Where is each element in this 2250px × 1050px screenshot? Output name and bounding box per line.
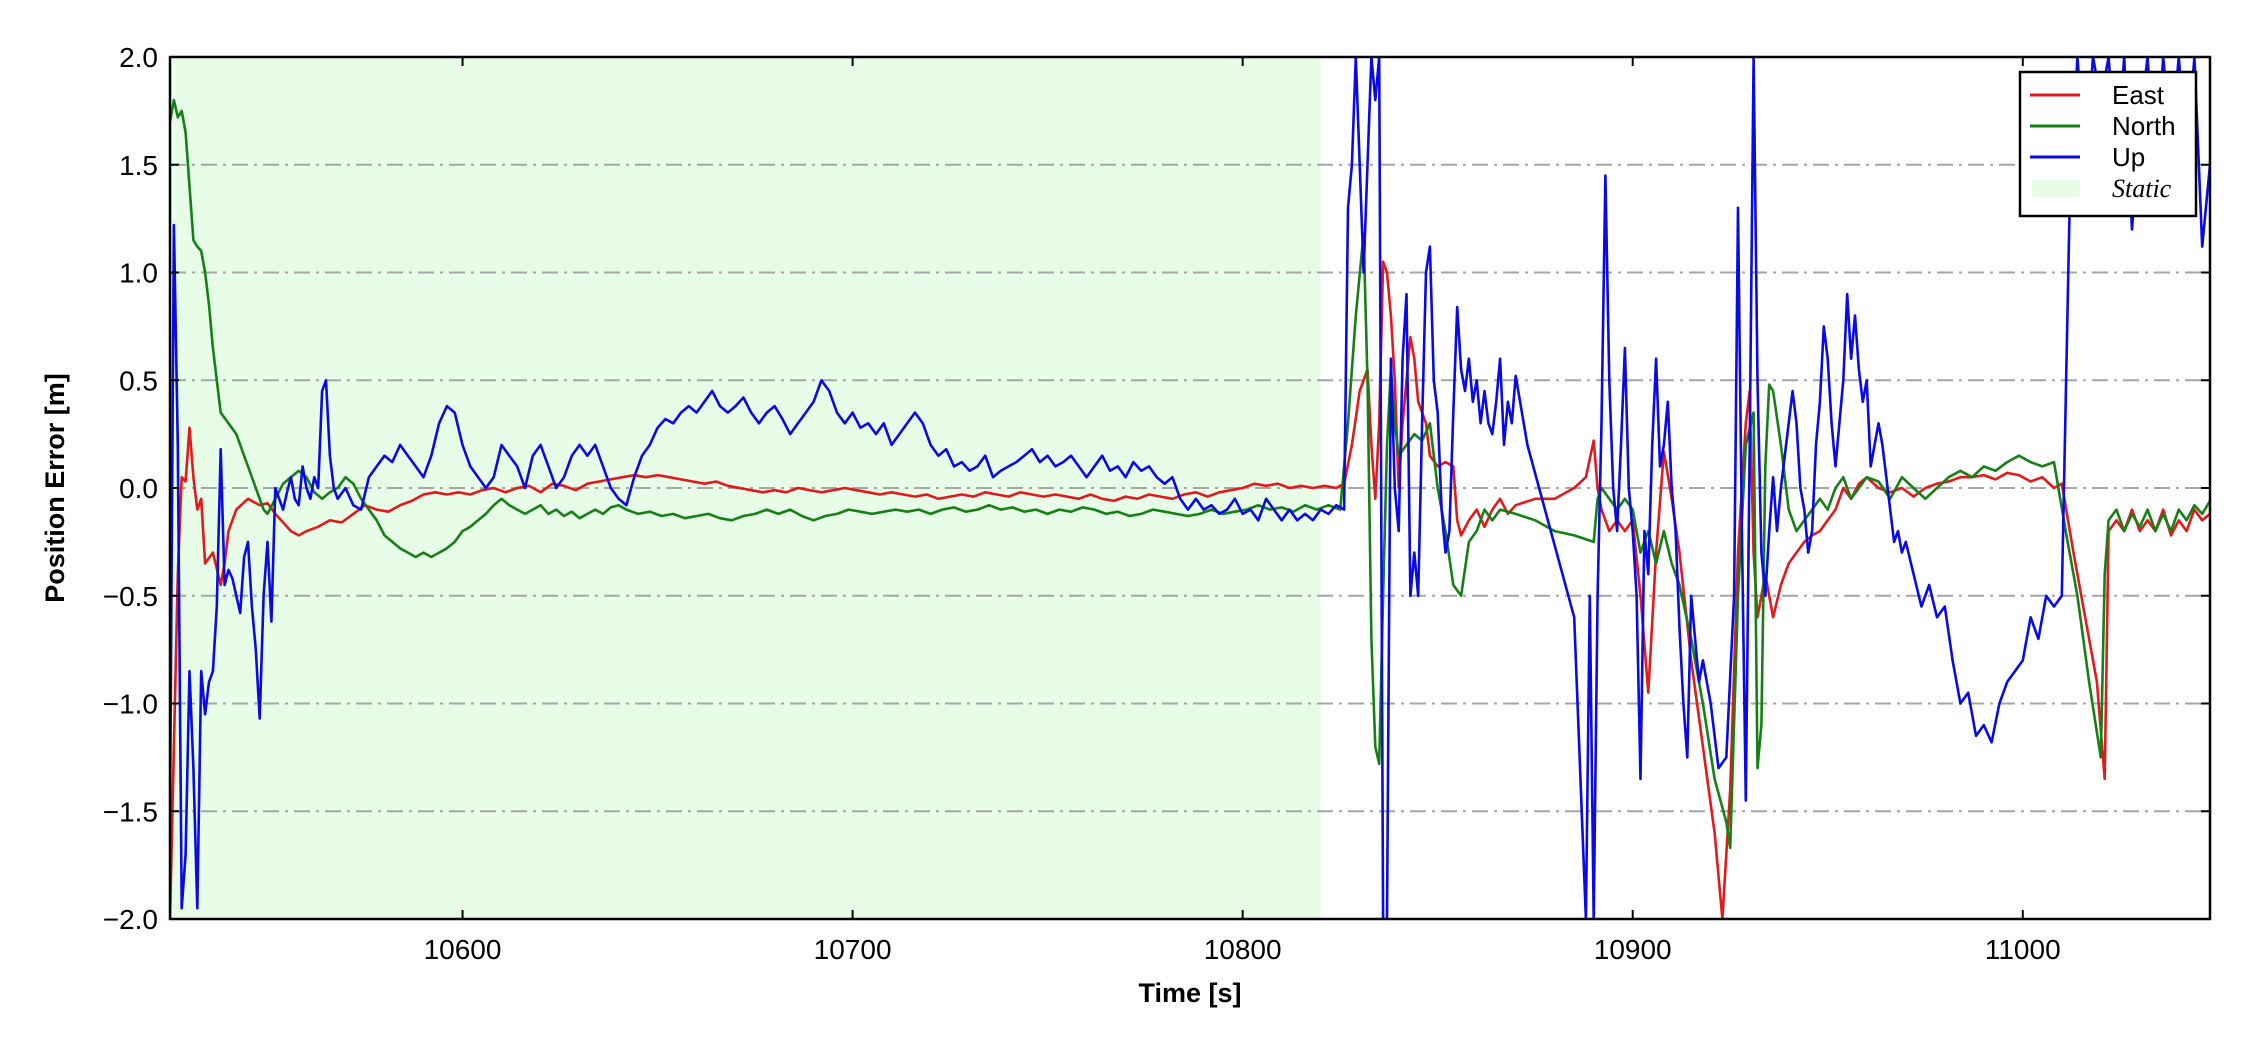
y-tick-label-7: 1.5 (119, 150, 158, 181)
y-tick-label-0: −2.0 (103, 904, 158, 935)
y-tick-label-8: 2.0 (119, 42, 158, 73)
y-tick-label-1: −1.5 (103, 796, 158, 827)
x-axis-title: Time [s] (1138, 978, 1241, 1008)
y-tick-label-4: 0.0 (119, 473, 158, 504)
x-tick-label-4: 11000 (1985, 934, 2061, 965)
x-tick-label-0: 10600 (424, 934, 502, 965)
y-tick-label-2: −1.0 (103, 689, 158, 720)
series-line-up (170, 57, 2210, 919)
x-tick-label-2: 10800 (1204, 934, 1282, 965)
legend-label-north: North (2112, 111, 2176, 141)
x-tick-label-1: 10700 (814, 934, 892, 965)
legend-label-up: Up (2112, 142, 2145, 172)
legend-label-east: East (2112, 80, 2165, 110)
y-tick-label-5: 0.5 (119, 365, 158, 396)
x-tick-label-3: 10900 (1594, 934, 1672, 965)
y-tick-label-3: −0.5 (103, 581, 158, 612)
legend-swatch-static (2032, 180, 2080, 198)
legend-label-static: Static (2112, 174, 2172, 203)
series-line-east (170, 260, 2210, 919)
series-line-north (170, 98, 2210, 850)
legend: East North Up Static (2018, 70, 2198, 218)
y-tick-label-6: 1.0 (119, 258, 158, 289)
y-axis-title: Position Error [m] (40, 373, 70, 603)
